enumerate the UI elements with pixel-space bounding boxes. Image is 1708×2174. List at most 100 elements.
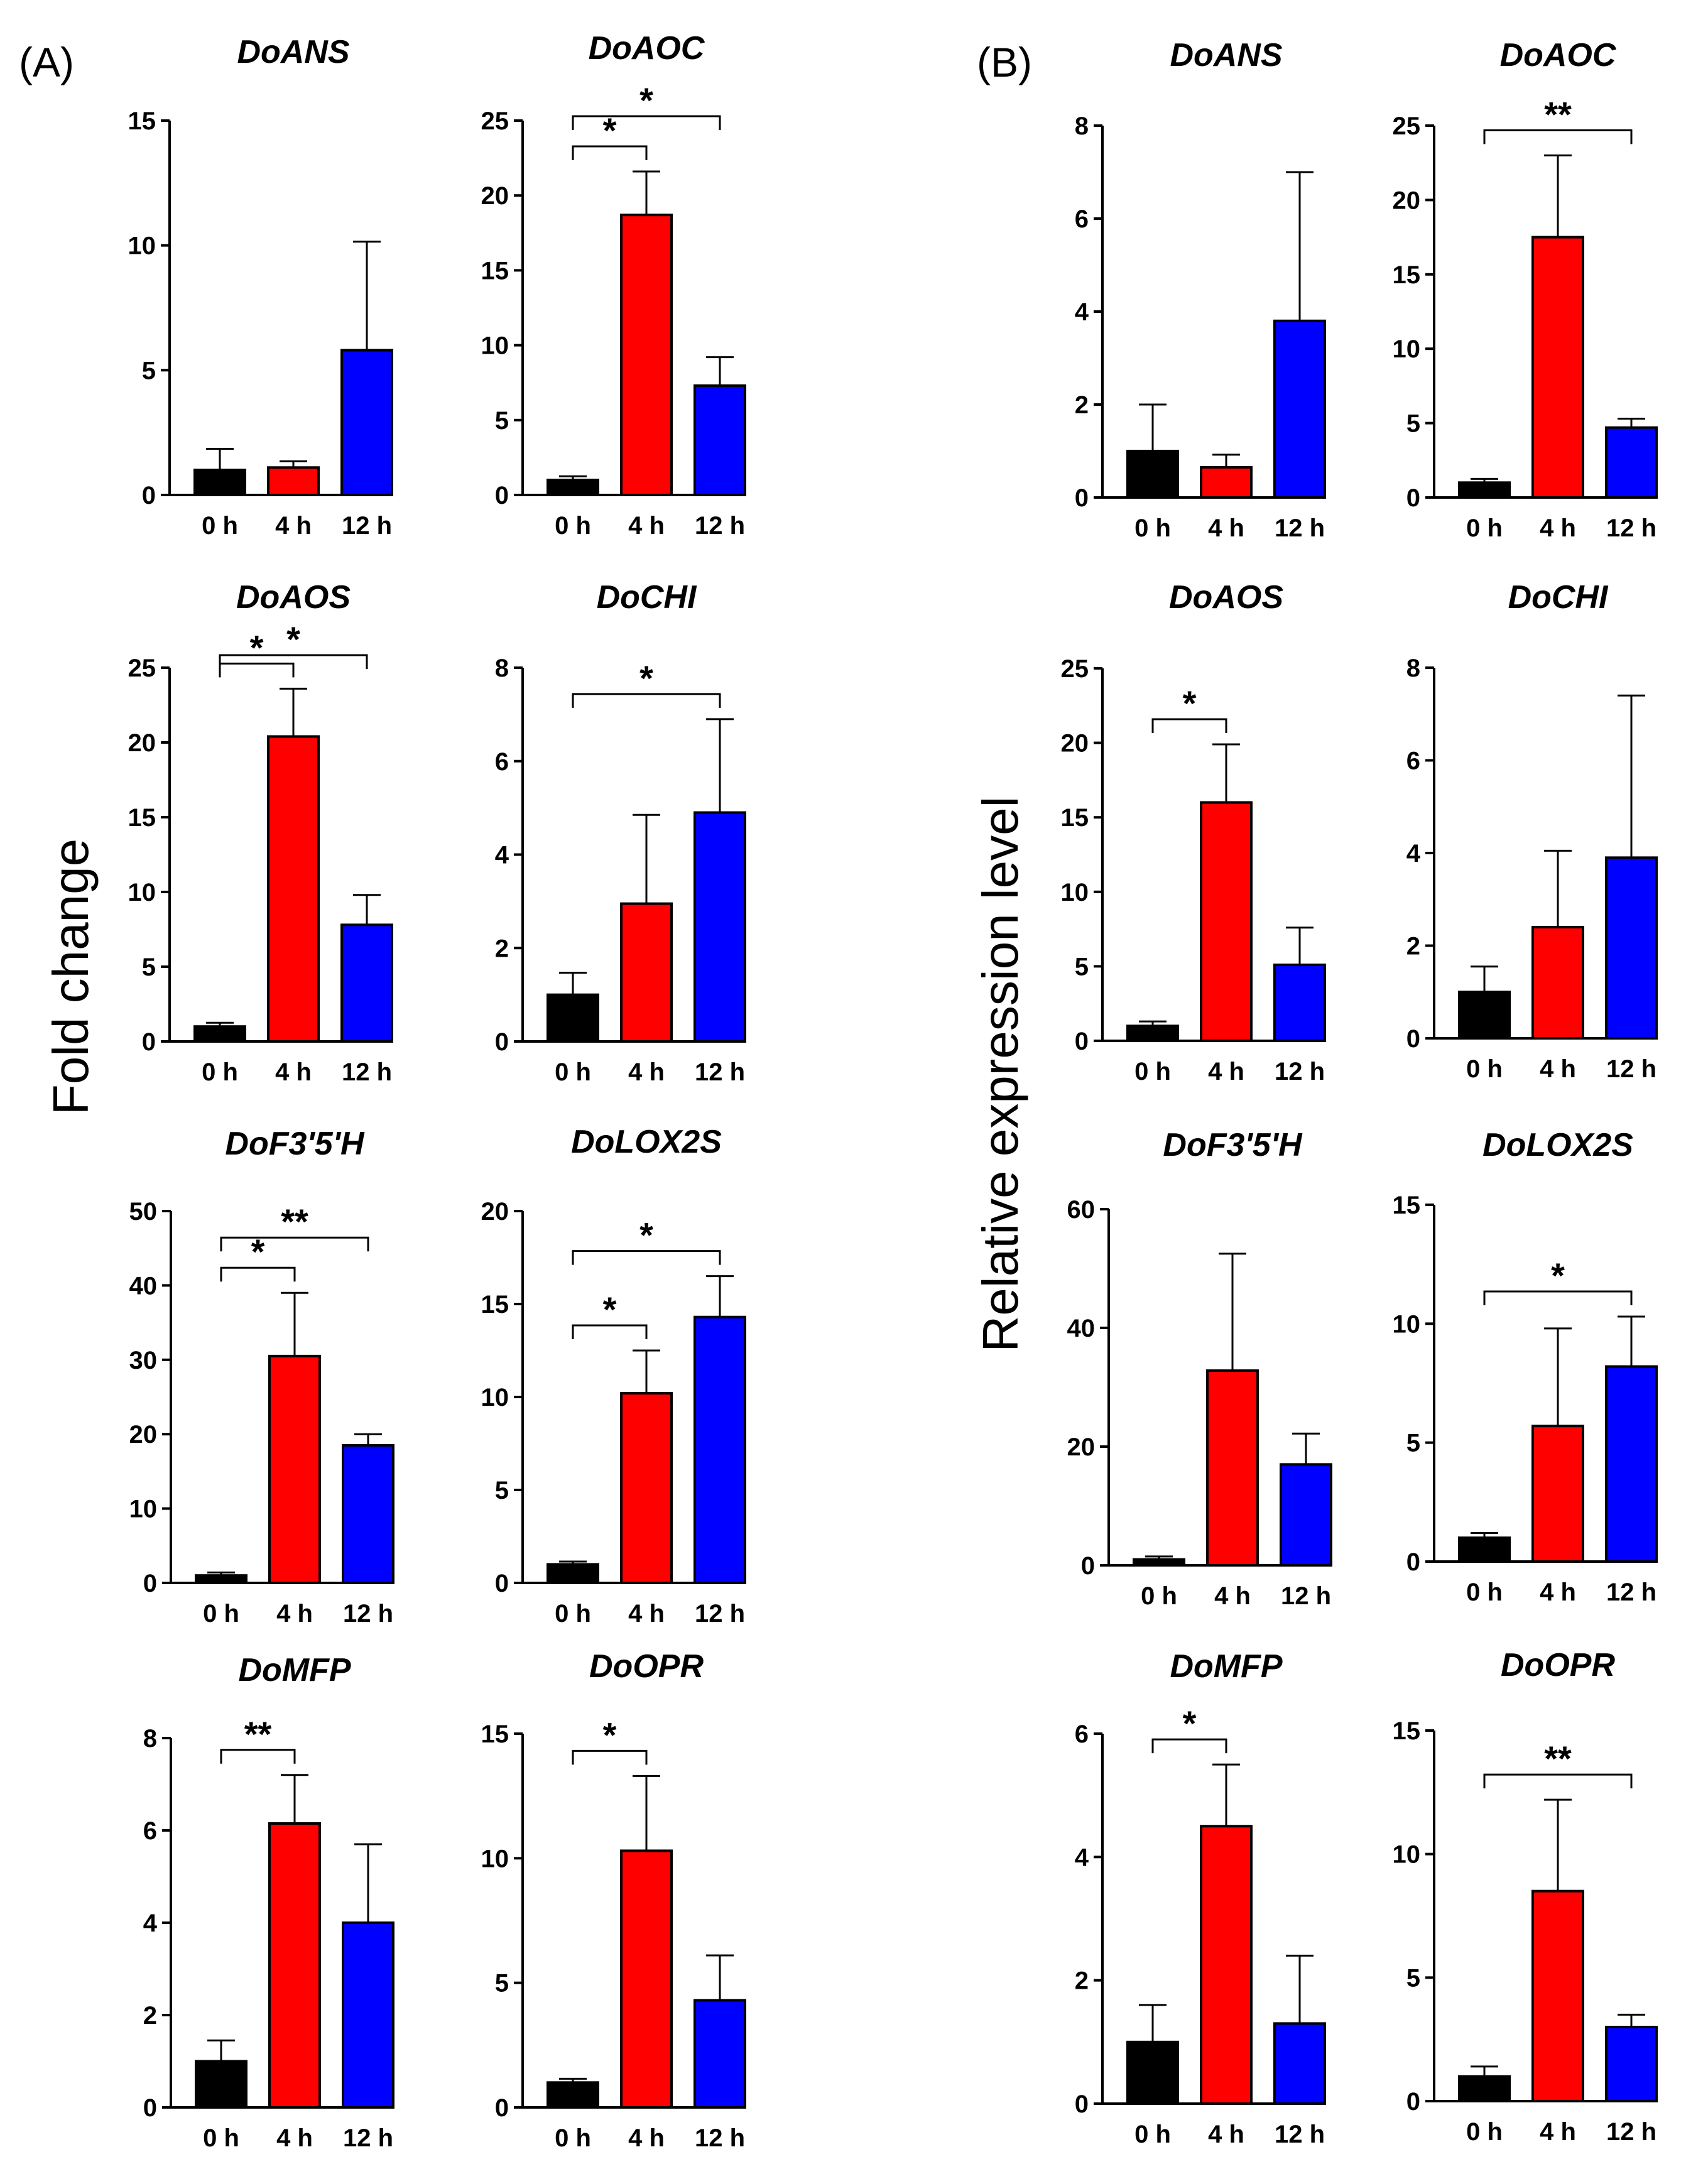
x-category-label: 4 h — [1214, 1582, 1251, 1610]
significance-bracket — [220, 1749, 296, 1764]
bar — [1273, 964, 1326, 1042]
chart-b-8: DoOPR 0 5 10 15 0 h 4 h 12 h ** — [1393, 1647, 1658, 2146]
bar — [1200, 801, 1253, 1042]
bar — [267, 466, 320, 496]
y-tick-label: 20 — [1067, 1433, 1096, 1461]
bar — [620, 214, 673, 496]
chart-title: DoAOC — [1500, 37, 1617, 73]
y-tick-label: 5 — [495, 1477, 509, 1504]
chart-a-6: DoLOX2S 0 5 10 15 20 0 h 4 h 12 h * * — [481, 1124, 746, 1628]
y-tick-label: 10 — [129, 1496, 158, 1523]
bar — [620, 902, 673, 1043]
y-tick-label: 25 — [128, 655, 156, 682]
chart-title: DoMFP — [238, 1652, 351, 1688]
x-category-label: 0 h — [1466, 2118, 1503, 2146]
y-tick-label: 2 — [1075, 1967, 1089, 1995]
y-tick-label: 15 — [128, 107, 156, 135]
significance-label: ** — [281, 1202, 308, 1241]
significance-label: * — [603, 111, 617, 150]
x-category-label: 4 h — [1540, 1579, 1576, 1606]
x-category-label: 12 h — [343, 1600, 393, 1628]
y-tick-label: 0 — [495, 1028, 509, 1056]
x-category-label: 4 h — [276, 2124, 313, 2152]
y-tick-label: 2 — [143, 2002, 157, 2030]
bar — [694, 384, 746, 497]
x-category-label: 12 h — [342, 1058, 392, 1086]
y-tick-label: 6 — [1075, 205, 1089, 233]
bar — [1200, 465, 1253, 499]
x-category-label: 12 h — [1275, 514, 1325, 542]
y-tick-label: 25 — [1061, 655, 1089, 683]
x-category-label: 12 h — [695, 2124, 745, 2152]
x-category-label: 0 h — [1466, 1055, 1503, 1083]
chart-title: DoANS — [1170, 37, 1282, 73]
x-category-label: 12 h — [343, 2124, 393, 2152]
y-tick-label: 40 — [1067, 1315, 1096, 1342]
y-tick-label: 2 — [495, 935, 509, 962]
x-category-label: 4 h — [1540, 1055, 1576, 1083]
chart-title: DoCHI — [597, 579, 697, 616]
bar — [1273, 2022, 1326, 2105]
y-tick-label: 0 — [1075, 2090, 1089, 2118]
chart-title: DoAOC — [589, 30, 705, 67]
chart-b-6: DoLOX2S 0 5 10 15 0 h 4 h 12 h * — [1393, 1127, 1658, 1606]
y-tick-label: 0 — [1081, 1552, 1095, 1580]
significance-bracket — [572, 145, 648, 161]
y-tick-label: 15 — [1393, 261, 1421, 289]
bar — [1531, 1889, 1584, 2103]
y-tick-label: 4 — [1406, 840, 1421, 867]
chart-title: DoLOX2S — [571, 1124, 722, 1160]
bar — [195, 2060, 247, 2109]
x-category-label: 12 h — [1275, 1058, 1325, 1085]
x-category-label: 4 h — [276, 1600, 313, 1628]
y-tick-label: 8 — [1406, 655, 1420, 682]
y-tick-label: 6 — [1075, 1720, 1089, 1748]
significance-bracket — [220, 1236, 369, 1252]
chart-b-1: DoANS 0 2 4 6 8 0 h 4 h 12 h — [1075, 37, 1326, 542]
chart-a-8: DoOPR 0 5 10 15 0 h 4 h 12 h * — [481, 1648, 746, 2152]
significance-bracket — [1151, 718, 1227, 733]
x-category-label: 12 h — [342, 512, 392, 540]
y-tick-label: 0 — [1075, 484, 1089, 512]
bar — [342, 1921, 394, 2109]
bar — [1531, 236, 1584, 499]
y-tick-label: 0 — [495, 2094, 509, 2122]
y-tick-label: 0 — [143, 2094, 157, 2122]
x-category-label: 0 h — [1134, 514, 1171, 542]
chart-title: DoLOX2S — [1482, 1127, 1633, 1163]
significance-bracket — [572, 1749, 648, 1765]
bar — [1200, 1825, 1253, 2105]
bar — [1531, 926, 1584, 1040]
significance-label: * — [251, 1232, 265, 1271]
significance-bracket — [572, 115, 721, 131]
chart-a-1: DoANS 0 5 10 15 0 h 4 h 12 h — [128, 34, 393, 540]
y-tick-label: 15 — [481, 1720, 509, 1748]
bar — [342, 1443, 394, 1584]
y-tick-label: 10 — [481, 1845, 509, 1872]
bar — [1458, 481, 1511, 499]
panel-b-ylabel: Relative expression level — [972, 796, 1028, 1352]
x-category-label: 0 h — [1466, 1579, 1503, 1606]
y-tick-label: 4 — [143, 1910, 158, 1937]
y-tick-label: 0 — [495, 1570, 509, 1597]
significance-bracket — [219, 654, 368, 669]
bar — [268, 1822, 321, 2109]
y-tick-label: 10 — [481, 1384, 509, 1411]
y-tick-label: 15 — [128, 804, 156, 832]
y-tick-label: 2 — [1406, 933, 1420, 960]
chart-title: DoAOS — [236, 579, 351, 616]
y-tick-label: 15 — [1393, 1717, 1421, 1745]
panel-a-ylabel: Fold change — [43, 839, 99, 1115]
significance-label: ** — [244, 1714, 272, 1754]
x-category-label: 4 h — [1540, 514, 1576, 542]
y-tick-label: 0 — [495, 482, 509, 509]
y-tick-label: 10 — [1061, 879, 1089, 906]
y-tick-label: 0 — [143, 1570, 157, 1597]
y-tick-label: 30 — [129, 1347, 158, 1374]
bar — [1605, 856, 1658, 1040]
x-category-label: 12 h — [1606, 514, 1656, 542]
significance-bracket — [219, 662, 295, 678]
x-category-label: 4 h — [1208, 2121, 1244, 2148]
x-category-label: 0 h — [203, 1600, 239, 1628]
y-tick-label: 25 — [481, 107, 509, 135]
